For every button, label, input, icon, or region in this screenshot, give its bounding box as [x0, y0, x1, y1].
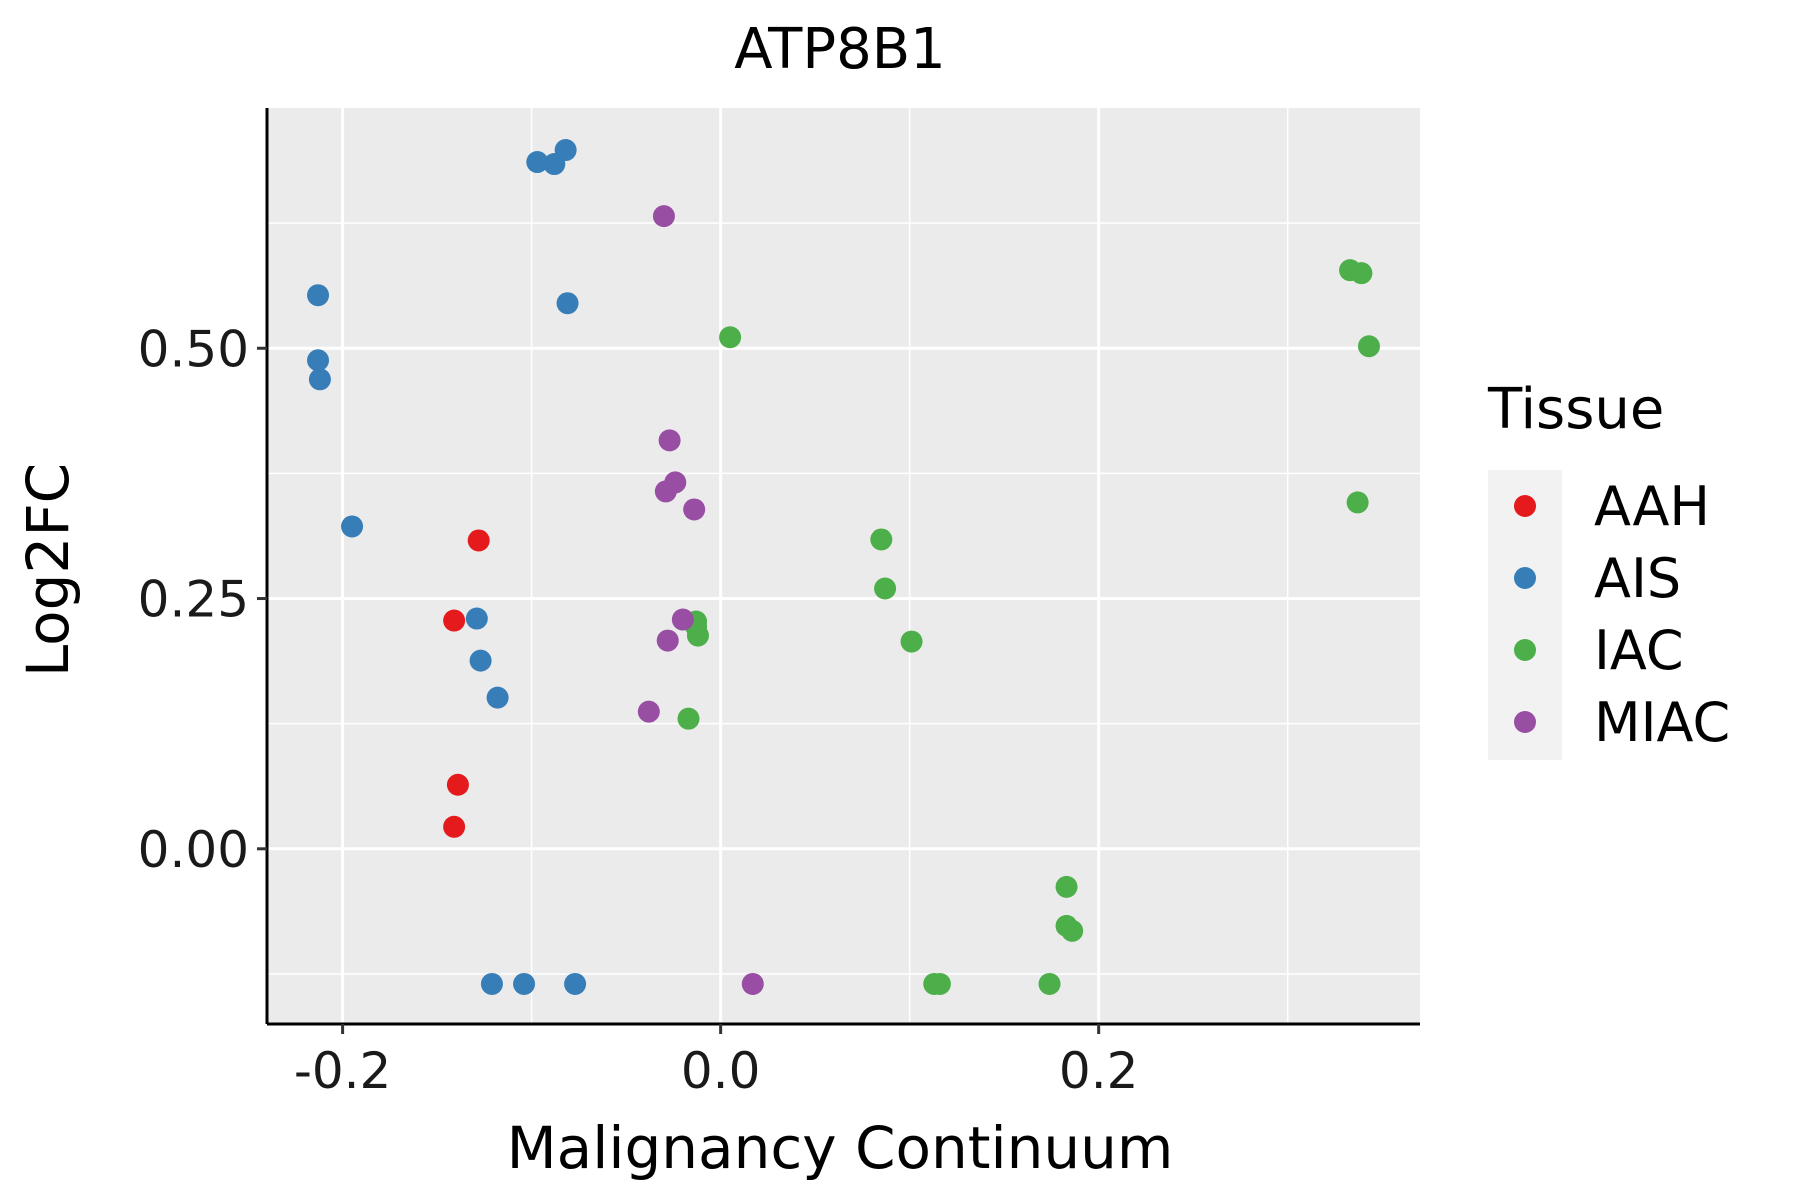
data-points	[307, 139, 1380, 995]
data-point-ais	[513, 972, 536, 995]
legend-title: Tissue	[1487, 377, 1664, 442]
data-point-ais	[486, 686, 509, 709]
data-point-iac	[1350, 262, 1373, 285]
data-point-miac	[671, 608, 694, 631]
legend-label-aah: AAH	[1594, 475, 1710, 538]
data-point-miac	[654, 480, 677, 503]
data-point-iac	[1055, 875, 1078, 898]
y-axis-ticks: 0.00 0.25 0.50	[138, 320, 267, 879]
data-point-iac	[677, 707, 700, 730]
data-point-miac	[637, 700, 660, 723]
data-point-ais	[480, 972, 503, 995]
data-point-aah	[446, 773, 469, 796]
y-tick-label: 0.50	[138, 320, 249, 378]
legend-key-miac	[1514, 711, 1536, 733]
data-point-miac	[656, 629, 679, 652]
data-point-ais	[543, 153, 566, 176]
legend-label-miac: MIAC	[1594, 691, 1730, 754]
data-point-iac	[900, 630, 923, 653]
data-point-aah	[467, 529, 490, 552]
data-point-miac	[658, 429, 681, 452]
legend-key-aah	[1514, 495, 1536, 517]
legend-label-ais: AIS	[1594, 547, 1681, 610]
y-axis-label: Log2FC	[14, 463, 82, 677]
data-point-iac	[1061, 919, 1084, 942]
data-point-iac	[928, 972, 951, 995]
y-tick-label: 0.25	[138, 571, 249, 629]
data-point-iac	[719, 326, 742, 349]
legend-key-iac	[1514, 639, 1536, 661]
x-tick-label: 0.2	[1059, 1042, 1139, 1100]
data-point-iac	[1357, 335, 1380, 358]
data-point-ais	[526, 151, 549, 174]
data-point-iac	[870, 528, 893, 551]
data-point-ais	[307, 349, 330, 372]
x-axis-ticks: -0.2 0.0 0.2	[294, 1024, 1139, 1100]
legend-label-iac: IAC	[1594, 619, 1684, 682]
data-point-aah	[443, 815, 466, 838]
data-point-ais	[465, 607, 488, 630]
data-point-iac	[686, 624, 709, 647]
x-tick-label: 0.0	[681, 1042, 761, 1100]
data-point-miac	[683, 498, 706, 521]
y-tick-label: 0.00	[138, 821, 249, 879]
data-point-aah	[443, 609, 466, 632]
legend-key-ais	[1514, 567, 1536, 589]
data-point-ais	[564, 972, 587, 995]
data-point-ais	[341, 515, 364, 538]
data-point-ais	[556, 292, 579, 315]
grid-major	[267, 108, 1420, 1024]
data-point-iac	[874, 577, 897, 600]
data-point-miac	[741, 972, 764, 995]
plot-panel	[267, 108, 1420, 1024]
data-point-ais	[307, 284, 330, 307]
legend: Tissue AAH AIS IAC MIAC	[1487, 377, 1730, 760]
data-point-iac	[1038, 972, 1061, 995]
data-point-ais	[469, 649, 492, 672]
grid-minor	[267, 108, 1420, 1024]
data-point-miac	[652, 205, 675, 228]
x-tick-label: -0.2	[294, 1042, 392, 1100]
data-point-iac	[1346, 491, 1369, 514]
x-axis-label: Malignancy Continuum	[507, 1114, 1174, 1182]
chart-title: ATP8B1	[734, 17, 946, 82]
data-point-ais	[308, 368, 331, 391]
